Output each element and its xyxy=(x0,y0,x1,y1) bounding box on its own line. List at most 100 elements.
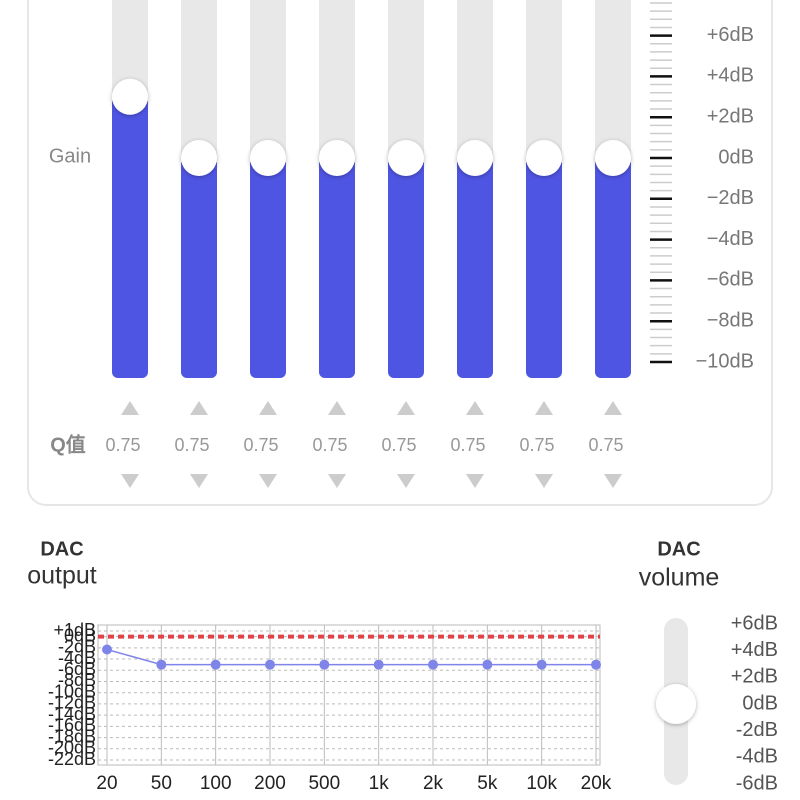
x-tick-label: 200 xyxy=(254,773,286,794)
y-tick-label: -22dB xyxy=(48,749,96,769)
q-down[interactable] xyxy=(121,474,139,488)
gain-bar[interactable] xyxy=(112,96,148,379)
x-tick-label: 500 xyxy=(308,773,340,794)
volume-label: +4dB xyxy=(731,639,778,661)
q-up[interactable] xyxy=(328,401,346,415)
slider-knob[interactable] xyxy=(457,140,493,176)
gain-label: Gain xyxy=(49,145,91,167)
q-up[interactable] xyxy=(121,401,139,415)
q-label: Q值 xyxy=(50,432,86,456)
gain-bar[interactable] xyxy=(388,158,424,378)
slider-knob[interactable] xyxy=(526,140,562,176)
q-up[interactable] xyxy=(604,401,622,415)
y-tick-label: -12dB xyxy=(48,693,96,713)
gain-bar[interactable] xyxy=(457,158,493,378)
volume-label: +6dB xyxy=(731,612,778,634)
gain-bar[interactable] xyxy=(319,158,355,378)
q-value: 0.75 xyxy=(381,435,416,455)
dac-output-title: output xyxy=(27,562,97,590)
response-point xyxy=(536,659,547,670)
volume-label: +2dB xyxy=(731,666,778,688)
y-tick-label: 0dB xyxy=(64,625,96,645)
slider-knob[interactable] xyxy=(595,140,631,176)
q-up[interactable] xyxy=(190,401,208,415)
q-up[interactable] xyxy=(397,401,415,415)
q-up[interactable] xyxy=(466,401,484,415)
slider-knob[interactable] xyxy=(181,140,217,176)
q-down[interactable] xyxy=(397,474,415,488)
x-tick-label: 5k xyxy=(477,773,498,794)
response-point xyxy=(265,659,275,670)
volume-label: -6dB xyxy=(736,772,778,794)
gain-bar[interactable] xyxy=(595,158,631,378)
q-down[interactable] xyxy=(259,474,277,488)
y-tick-label: -4dB xyxy=(58,648,96,668)
gain-bar[interactable] xyxy=(526,158,562,378)
plot-frame xyxy=(97,624,601,766)
q-value: 0.75 xyxy=(588,435,623,455)
scale-label: −8dB xyxy=(707,309,754,331)
scale-label: +6dB xyxy=(707,24,754,46)
scale-label: −2dB xyxy=(707,187,754,209)
response-point xyxy=(482,659,493,670)
q-up[interactable] xyxy=(535,401,553,415)
y-tick-label: -8dB xyxy=(58,670,96,690)
gain-bar[interactable] xyxy=(181,158,217,378)
slider-knob[interactable] xyxy=(112,78,148,115)
slider-knob[interactable] xyxy=(250,140,286,176)
q-down[interactable] xyxy=(466,474,484,488)
y-tick-label: -10dB xyxy=(48,681,96,701)
x-tick-label: 2k xyxy=(423,773,444,794)
y-tick-label: +1dB xyxy=(53,620,96,640)
q-down[interactable] xyxy=(328,474,346,488)
slider-knob[interactable] xyxy=(319,140,355,176)
y-tick-label: -20dB xyxy=(48,738,96,758)
response-point xyxy=(102,644,112,655)
q-value: 0.75 xyxy=(450,435,485,455)
volume-label: 0dB xyxy=(742,692,778,714)
scale-label: −6dB xyxy=(707,269,754,291)
response-point xyxy=(210,659,221,670)
scale-label: +2dB xyxy=(707,105,754,127)
gain-bar[interactable] xyxy=(250,158,286,378)
q-value: 0.75 xyxy=(174,435,209,455)
volume-label: -4dB xyxy=(736,746,778,768)
q-value: 0.75 xyxy=(105,435,140,455)
q-value: 0.75 xyxy=(519,435,554,455)
scale-label: +8dB xyxy=(707,0,754,5)
dac-volume-title: DAC xyxy=(657,538,700,560)
x-tick-label: 1k xyxy=(369,773,390,794)
response-point xyxy=(428,659,438,670)
slider-knob[interactable] xyxy=(388,140,424,176)
x-tick-label: 10k xyxy=(526,773,557,794)
x-tick-label: 50 xyxy=(151,773,172,794)
scale-label: −10dB xyxy=(696,350,754,372)
response-point xyxy=(156,659,167,670)
q-value: 0.75 xyxy=(312,435,347,455)
response-point xyxy=(591,659,601,670)
q-down[interactable] xyxy=(535,474,553,488)
q-down[interactable] xyxy=(190,474,208,488)
volume-label: -2dB xyxy=(736,719,778,741)
response-point xyxy=(373,659,384,670)
x-tick-label: 20 xyxy=(96,773,117,794)
x-tick-label: 20k xyxy=(581,773,612,794)
panel xyxy=(27,0,773,506)
scale-label: 0dB xyxy=(718,146,754,168)
q-up[interactable] xyxy=(259,401,277,415)
response-line xyxy=(106,648,596,666)
y-tick-label: -2dB xyxy=(58,637,96,657)
response-point xyxy=(319,659,330,670)
q-value: 0.75 xyxy=(243,435,278,455)
y-tick-label: -18dB xyxy=(48,726,96,746)
scale-label: −4dB xyxy=(707,228,754,250)
volume-knob[interactable] xyxy=(656,684,696,724)
y-tick-label: -16dB xyxy=(48,715,96,735)
dac-volume-title: volume xyxy=(639,564,720,592)
y-tick-label: -6dB xyxy=(58,659,96,679)
x-tick-label: 100 xyxy=(200,773,232,794)
q-down[interactable] xyxy=(604,474,622,488)
y-tick-label: -14dB xyxy=(48,704,96,724)
scale-label: +4dB xyxy=(707,65,754,87)
